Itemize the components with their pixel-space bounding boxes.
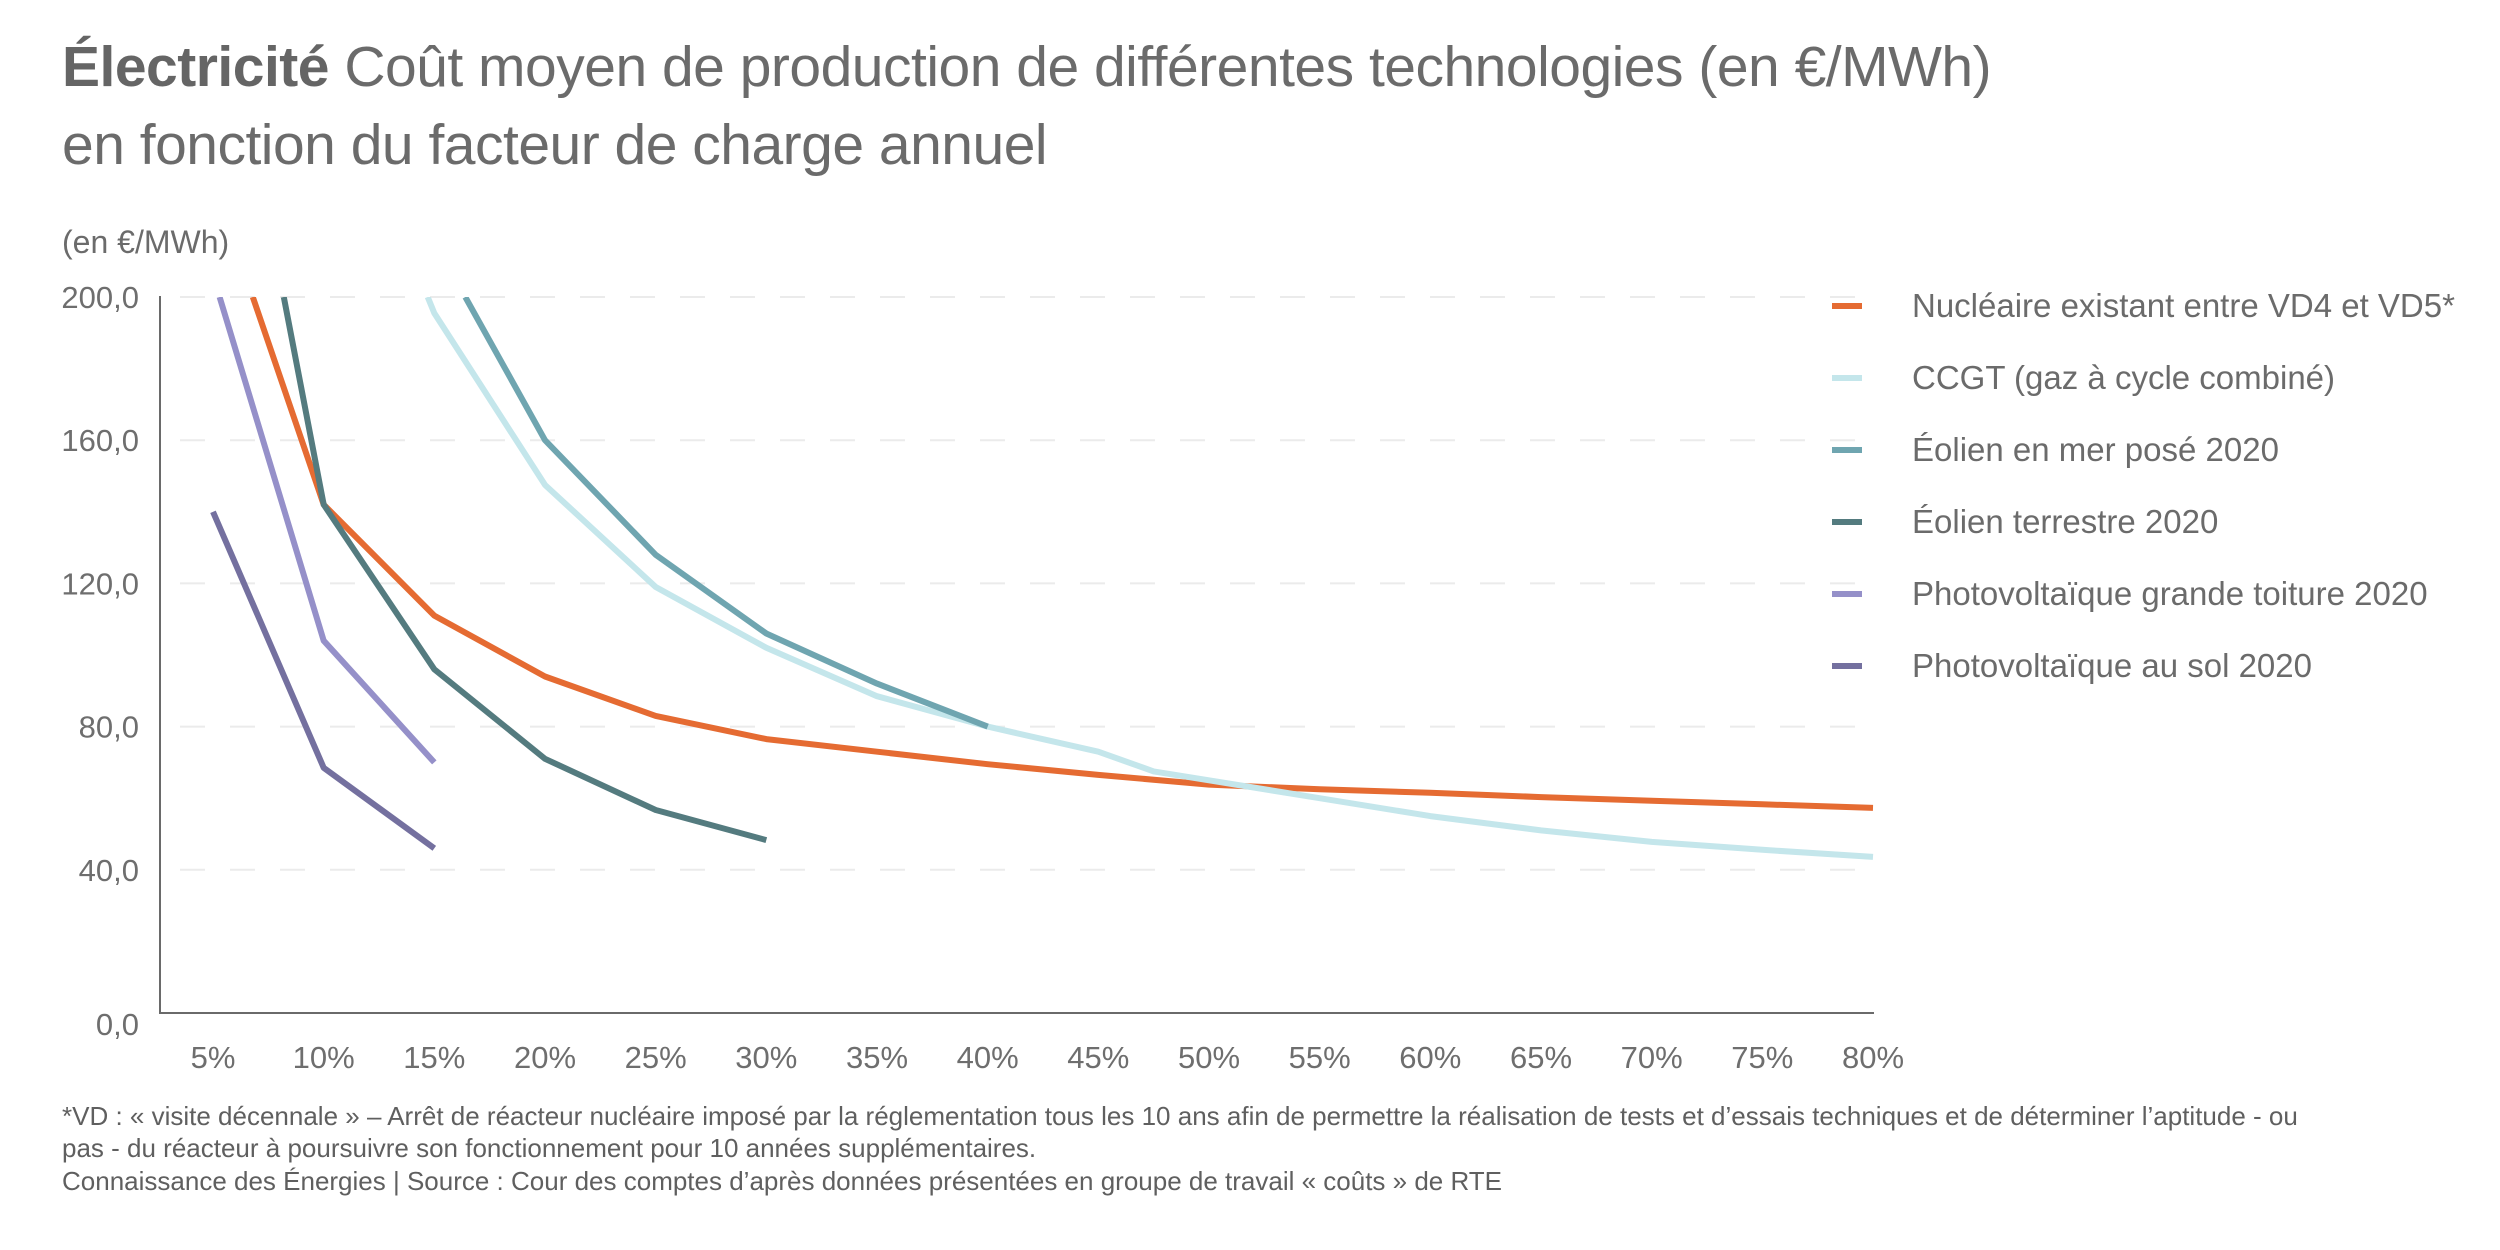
x-tick-label: 45% (1067, 1040, 1129, 1075)
y-tick-labels: 0,0 40,0 80,0 120,0 160,0 200,0 (61, 280, 139, 1042)
legend-swatch (1832, 303, 1862, 309)
legend-label: Nucléaire existant entre VD4 et VD5* (1912, 287, 2455, 324)
axes (159, 296, 1874, 1014)
legend: Nucléaire existant entre VD4 et VD5* CCGT… (1832, 270, 2455, 702)
legend-item: Photovoltaïque au sol 2020 (1832, 630, 2455, 702)
series-lines (210, 297, 1874, 860)
legend-item: Photovoltaïque grande toiture 2020 (1832, 558, 2455, 630)
x-tick-label: 30% (735, 1040, 797, 1075)
x-tick-labels: 5% 10% 15% 20% 25% 30% 35% 40% 45% 50% 55% 60% 65% 70… (191, 1040, 1904, 1075)
x-tick-label: 50% (1178, 1040, 1240, 1075)
legend-label: CCGT (gaz à cycle combiné) (1912, 359, 2336, 396)
legend-swatch (1832, 663, 1862, 669)
legend-item: Éolien terrestre 2020 (1832, 486, 2455, 558)
legend-label: Éolien en mer posé 2020 (1912, 431, 2279, 468)
x-tick-label: 65% (1510, 1040, 1572, 1075)
legend-label: Éolien terrestre 2020 (1912, 503, 2219, 540)
series-line-3 (462, 297, 989, 730)
legend-item: CCGT (gaz à cycle combiné) (1832, 342, 2455, 414)
y-tick-label: 160,0 (61, 423, 139, 458)
series-line-2 (424, 297, 1874, 860)
legend-swatch (1832, 519, 1862, 525)
legend-swatch (1832, 447, 1862, 453)
y-tick-label: 80,0 (79, 710, 139, 745)
x-tick-label: 35% (846, 1040, 908, 1075)
legend-label: Photovoltaïque grande toiture 2020 (1912, 575, 2428, 612)
footnote: *VD : « visite décennale » – Arrêt de ré… (62, 1100, 2462, 1164)
x-tick-label: 10% (293, 1040, 355, 1075)
chart-title-rest: Coût moyen de production de différentes … (328, 35, 1992, 99)
x-tick-label: 5% (191, 1040, 236, 1075)
chart-title: Électricité Coût moyen de production de … (62, 28, 2362, 184)
x-tick-label: 25% (625, 1040, 687, 1075)
legend-item: Nucléaire existant entre VD4 et VD5* (1832, 270, 2455, 342)
y-tick-label: 0,0 (96, 1007, 139, 1042)
gridlines (180, 296, 1874, 871)
footnote-line-1: *VD : « visite décennale » – Arrêt de ré… (62, 1101, 2298, 1131)
x-tick-label: 70% (1621, 1040, 1683, 1075)
x-tick-label: 80% (1842, 1040, 1904, 1075)
chart-title-bold: Électricité (62, 35, 329, 99)
series-line-1 (249, 297, 1874, 811)
legend-swatch (1832, 375, 1862, 381)
y-tick-label: 40,0 (79, 853, 139, 888)
footnote-line-2: pas - du réacteur à poursuivre son fonct… (62, 1133, 1037, 1163)
legend-swatch (1832, 591, 1862, 597)
x-tick-label: 20% (514, 1040, 576, 1075)
x-tick-label: 40% (957, 1040, 1019, 1075)
x-tick-label: 60% (1399, 1040, 1461, 1075)
series-line-5 (216, 297, 437, 765)
y-tick-label: 120,0 (61, 566, 139, 601)
chart-title-line2: en fonction du facteur de charge annuel (62, 113, 1048, 177)
legend-item: Éolien en mer posé 2020 (1832, 414, 2455, 486)
y-tick-label: 200,0 (61, 280, 139, 315)
x-tick-label: 75% (1731, 1040, 1793, 1075)
series-line-4 (280, 297, 768, 843)
y-axis-unit-label: (en €/MWh) (62, 224, 230, 260)
x-tick-label: 15% (403, 1040, 465, 1075)
legend-label: Photovoltaïque au sol 2020 (1912, 647, 2312, 684)
source-credit: Connaissance des Énergies | Source : Cou… (62, 1166, 1503, 1196)
x-tick-label: 55% (1289, 1040, 1351, 1075)
series-line-6 (210, 510, 437, 851)
